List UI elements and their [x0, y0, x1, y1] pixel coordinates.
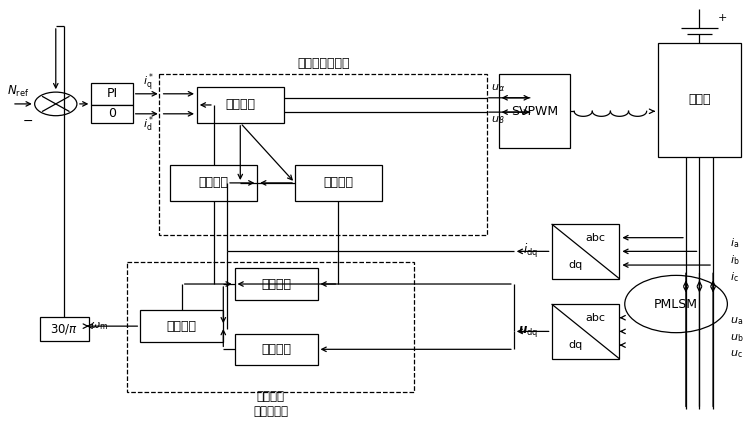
Bar	[197, 87, 284, 123]
Text: $30/\pi$: $30/\pi$	[51, 322, 79, 336]
Text: $N_{\rm ref}$: $N_{\rm ref}$	[7, 84, 29, 99]
Text: PMLSM: PMLSM	[654, 297, 698, 310]
Bar	[160, 74, 488, 234]
Text: abc: abc	[586, 233, 606, 243]
Bar	[234, 268, 318, 300]
Bar	[128, 262, 414, 393]
Text: 可调模型: 可调模型	[261, 277, 291, 291]
Text: $i_{\rm c}$: $i_{\rm c}$	[730, 270, 739, 283]
Text: $\boldsymbol{u}_{\rm dq}$: $\boldsymbol{u}_{\rm dq}$	[518, 324, 538, 339]
Text: $u_\beta$: $u_\beta$	[491, 114, 505, 129]
Text: 模型预测: 模型预测	[324, 176, 353, 190]
Text: $u_{\rm c}$: $u_{\rm c}$	[730, 349, 742, 360]
Text: 滚动优化: 滚动优化	[225, 99, 256, 112]
Text: $i_{\rm dq}$: $i_{\rm dq}$	[523, 242, 538, 261]
Text: 逆变器: 逆变器	[688, 93, 711, 106]
Text: 模型预测控制器: 模型预测控制器	[297, 58, 349, 70]
Bar	[552, 304, 619, 359]
Text: $i^*_{\rm d}$: $i^*_{\rm d}$	[143, 115, 154, 134]
Text: $u_\alpha$: $u_\alpha$	[491, 82, 505, 94]
Bar	[91, 105, 133, 123]
Text: $u_{\rm b}$: $u_{\rm b}$	[730, 332, 743, 343]
Bar	[234, 333, 318, 365]
Bar	[40, 317, 89, 341]
Text: dq: dq	[569, 340, 582, 350]
Text: $i^*_{\rm q}$: $i^*_{\rm q}$	[143, 72, 154, 94]
Text: $i_{\rm b}$: $i_{\rm b}$	[730, 253, 739, 266]
Text: +: +	[717, 13, 727, 22]
Text: $-$: $-$	[21, 114, 33, 127]
Bar	[141, 310, 223, 342]
Bar	[91, 83, 133, 105]
Bar	[499, 74, 571, 148]
Text: 模型参考
自适应系统: 模型参考 自适应系统	[253, 390, 288, 418]
Text: $\omega_{\rm m}$: $\omega_{\rm m}$	[90, 320, 109, 332]
Bar	[658, 43, 741, 157]
Text: 反馈矫正: 反馈矫正	[199, 176, 229, 190]
Text: abc: abc	[586, 313, 606, 323]
Text: 0: 0	[108, 107, 116, 120]
Text: SVPWM: SVPWM	[511, 105, 558, 118]
Bar	[171, 165, 257, 201]
Text: 自适应律: 自适应律	[167, 320, 197, 332]
Text: dq: dq	[569, 260, 582, 270]
Text: PI: PI	[107, 87, 118, 100]
Text: $u_{\rm a}$: $u_{\rm a}$	[730, 315, 743, 327]
Bar	[295, 165, 382, 201]
Text: $i_{\rm a}$: $i_{\rm a}$	[730, 236, 739, 250]
Bar	[552, 224, 619, 279]
Text: 参考模型: 参考模型	[261, 343, 291, 356]
